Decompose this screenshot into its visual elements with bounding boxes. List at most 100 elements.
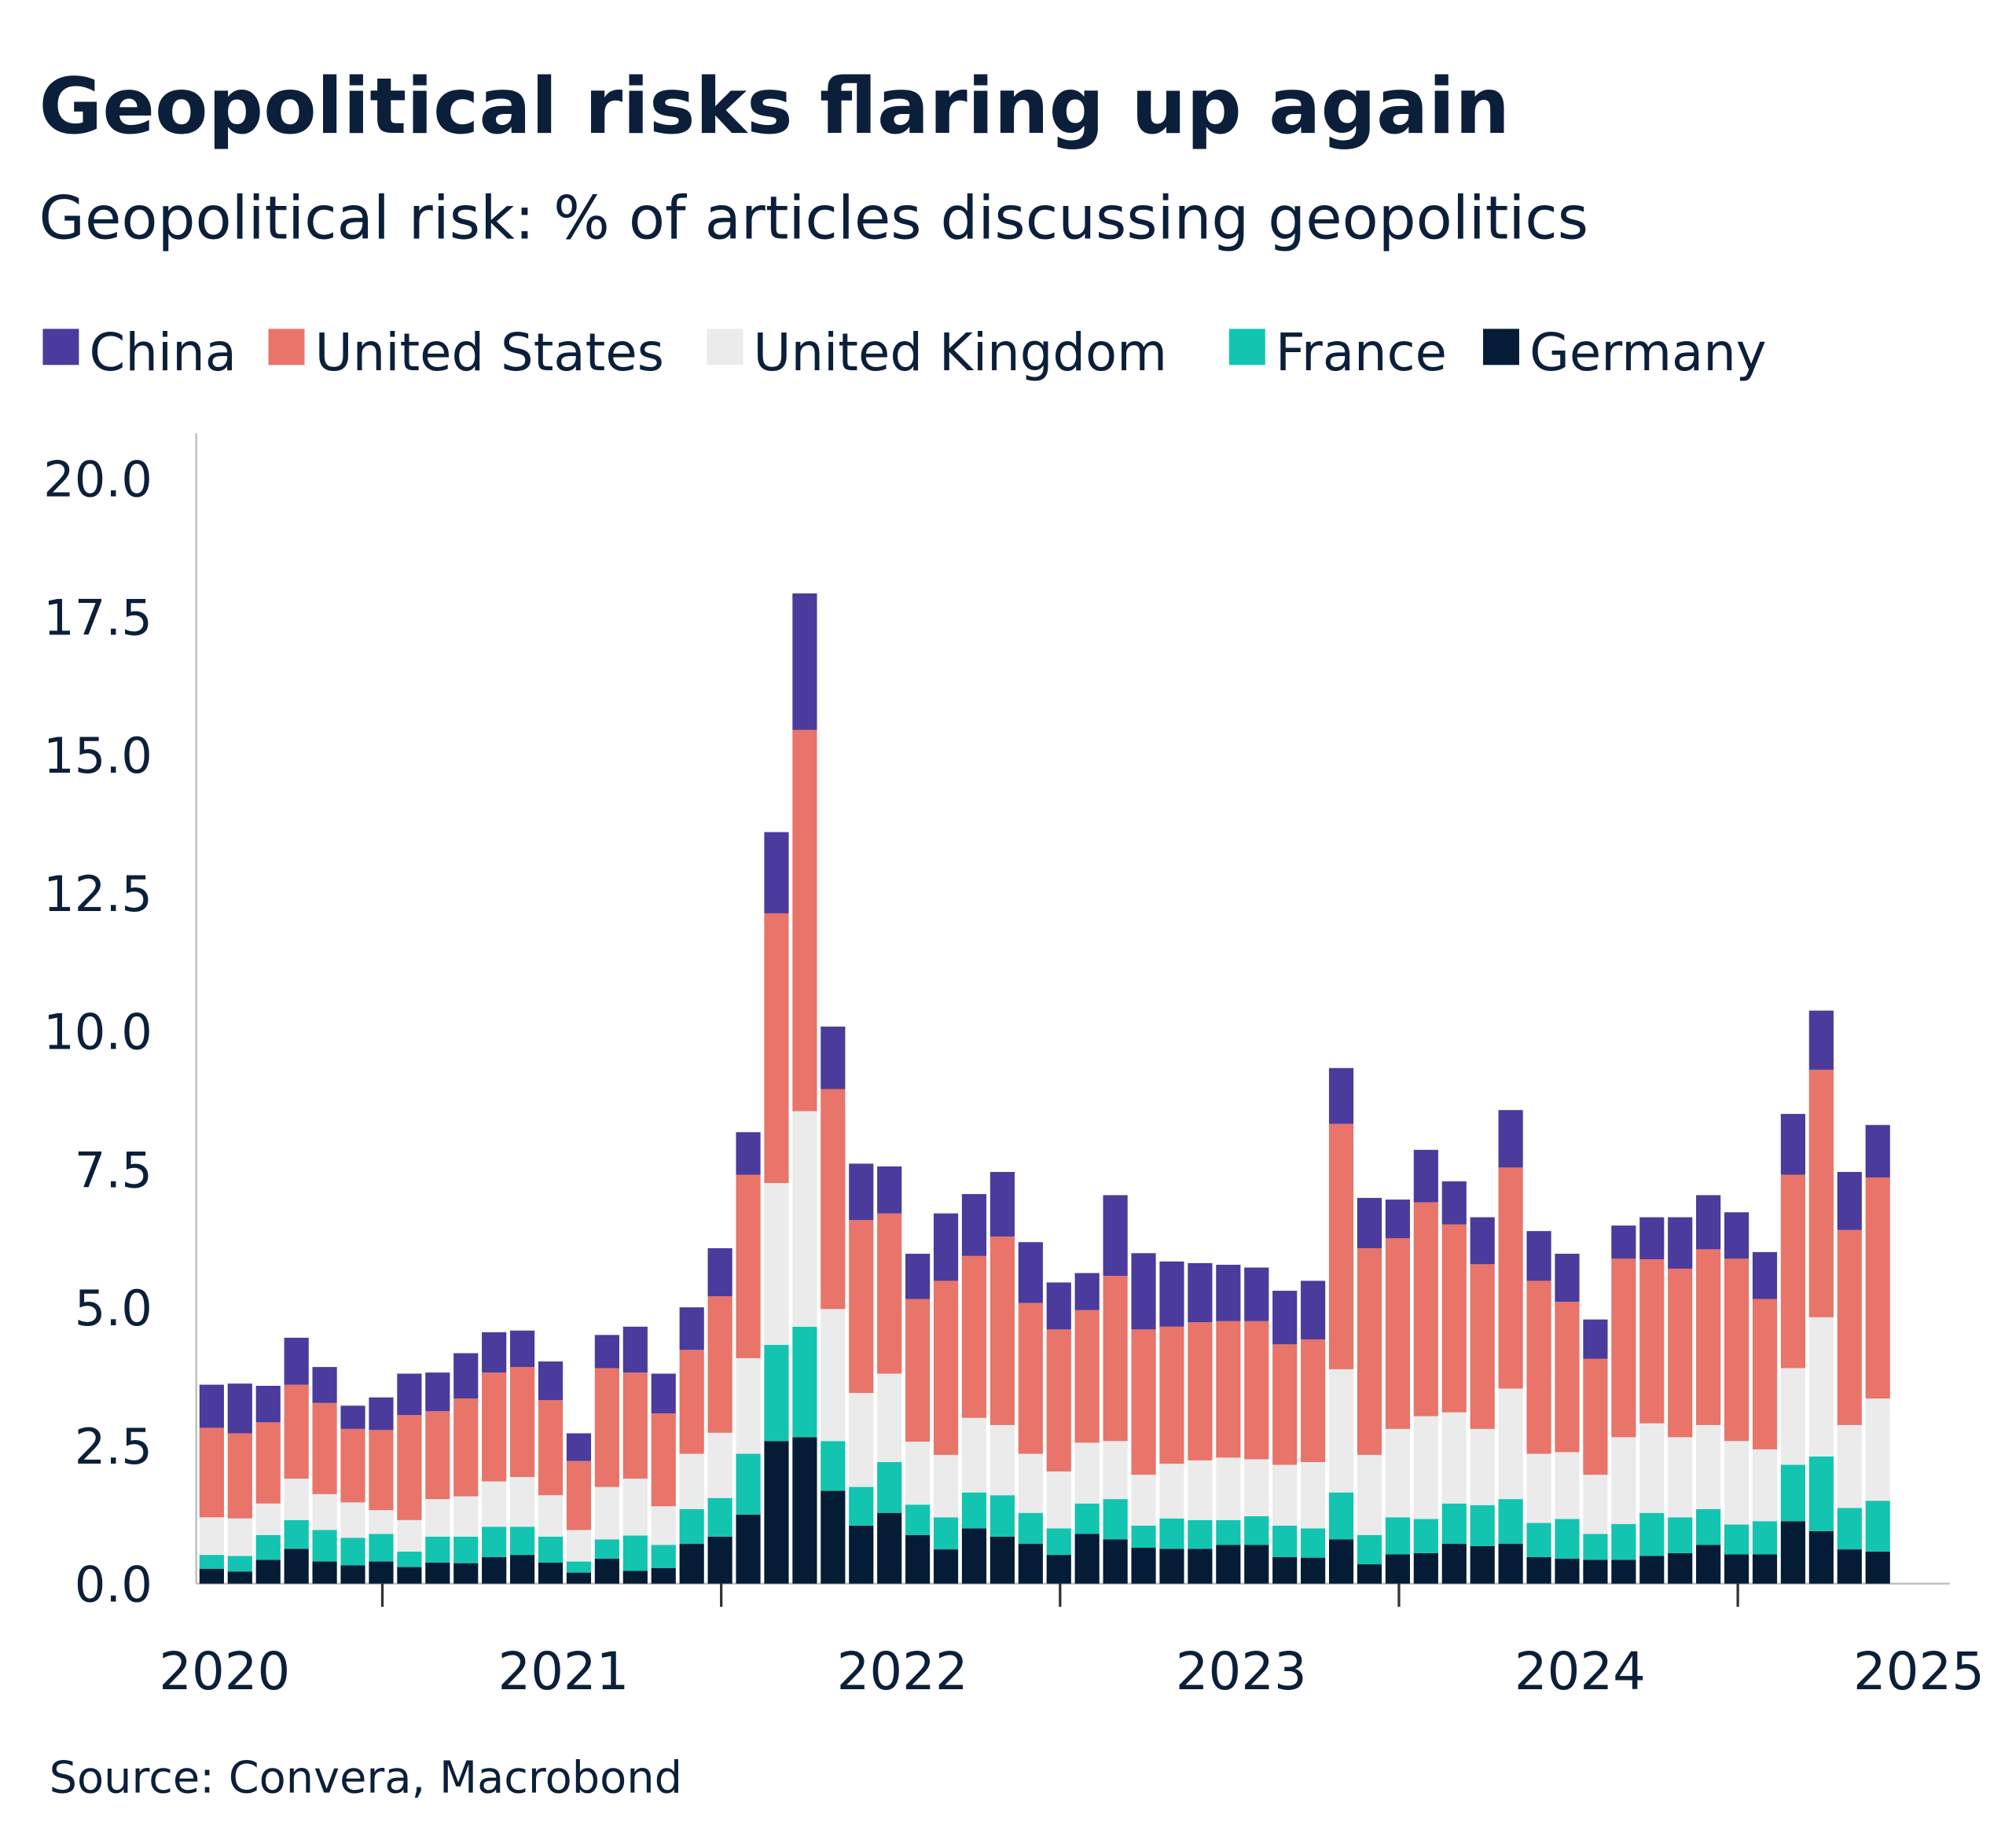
bar-united-states (1159, 1326, 1184, 1464)
bar-united-kingdom (1103, 1441, 1128, 1500)
bar-china (764, 832, 789, 913)
bar-united-states (255, 1422, 281, 1504)
bar-germany (792, 1437, 817, 1584)
bar-united-kingdom (1696, 1424, 1721, 1509)
bar-united-states (1611, 1258, 1636, 1438)
bar-france (1639, 1512, 1665, 1556)
y-tick-label: 7.5 (75, 1141, 152, 1199)
bar-germany (1131, 1547, 1156, 1584)
bar-china (1808, 1010, 1834, 1070)
bar-china (312, 1367, 337, 1403)
bar-germany (1752, 1554, 1778, 1584)
bar-france (622, 1535, 648, 1571)
bar-china (397, 1373, 422, 1416)
bar-germany (1244, 1545, 1269, 1584)
bar-france (1808, 1456, 1834, 1531)
bar-united-states (679, 1350, 704, 1454)
bar-germany (1216, 1545, 1241, 1584)
bar-united-kingdom (707, 1432, 732, 1498)
bar-china (340, 1405, 365, 1429)
bar-germany (369, 1561, 394, 1584)
bar-germany (1103, 1539, 1128, 1584)
bar-united-kingdom (397, 1519, 422, 1552)
bar-china (1301, 1280, 1326, 1339)
bar-china (1611, 1225, 1636, 1259)
bar-china (961, 1194, 987, 1256)
bar-france (1526, 1523, 1551, 1557)
y-tick-label: 0.0 (75, 1556, 152, 1614)
bar-china (199, 1384, 224, 1428)
bar-united-states (1583, 1358, 1608, 1475)
bar-china (1724, 1212, 1749, 1259)
bar-germany (425, 1562, 450, 1584)
bar-france (707, 1497, 732, 1537)
legend-swatch-united-kingdom (707, 329, 743, 366)
chart-title: Geopolitical risks flaring up again (39, 62, 1511, 152)
bar-china (1413, 1149, 1438, 1203)
bar-united-states (1216, 1321, 1241, 1458)
bar-france (1301, 1528, 1326, 1558)
chart-subtitle: Geopolitical risk: % of articles discuss… (39, 184, 1589, 253)
bar-united-kingdom (199, 1517, 224, 1556)
bar-china (1131, 1253, 1156, 1330)
y-tick-label: 15.0 (43, 727, 152, 784)
bar-united-kingdom (1046, 1471, 1071, 1529)
x-tick-label: 2020 (159, 1642, 290, 1702)
bar-france (227, 1556, 252, 1572)
bar-united-states (284, 1384, 309, 1479)
bar-united-kingdom (1526, 1453, 1551, 1523)
y-tick-label: 2.5 (75, 1418, 152, 1475)
bar-united-kingdom (1668, 1437, 1693, 1518)
bar-united-states (1301, 1339, 1326, 1463)
bar-france (1555, 1519, 1580, 1560)
bar-china (1159, 1261, 1184, 1327)
legend-label-germany: Germany (1529, 323, 1767, 383)
bar-germany (849, 1525, 874, 1584)
bar-china (989, 1171, 1015, 1237)
bar-china (1244, 1267, 1269, 1321)
bar-united-states (1668, 1268, 1693, 1438)
legend-label-united-states: United States (315, 323, 664, 383)
bar-united-states (849, 1220, 874, 1394)
bar-china (849, 1163, 874, 1221)
bar-germany (1639, 1556, 1665, 1584)
bar-united-states (905, 1299, 931, 1442)
bar-united-kingdom (312, 1493, 337, 1530)
bar-germany (1526, 1556, 1551, 1584)
bar-germany (1724, 1554, 1749, 1584)
bar-united-states (1441, 1224, 1467, 1413)
bar-germany (989, 1536, 1015, 1584)
bar-united-states (1385, 1238, 1411, 1429)
bar-china (1272, 1291, 1298, 1345)
bar-france (1188, 1519, 1213, 1549)
bar-united-kingdom (1244, 1459, 1269, 1516)
bar-germany (1837, 1549, 1862, 1584)
bar-china (905, 1253, 931, 1299)
bar-united-kingdom (1385, 1428, 1411, 1518)
bar-united-states (340, 1428, 365, 1503)
bar-france (397, 1551, 422, 1567)
bar-united-kingdom (764, 1182, 789, 1345)
bar-germany (1074, 1534, 1100, 1584)
bar-united-kingdom (1611, 1437, 1636, 1524)
bar-united-states (312, 1402, 337, 1494)
x-tick-label: 2021 (497, 1642, 629, 1702)
bar-germany (1583, 1560, 1608, 1584)
bar-germany (312, 1561, 337, 1584)
bar-germany (1413, 1553, 1438, 1584)
bar-united-states (227, 1433, 252, 1519)
bar-france (566, 1561, 592, 1573)
bar-france (764, 1344, 789, 1442)
x-tick-label: 2024 (1515, 1642, 1646, 1702)
bar-united-kingdom (1724, 1441, 1749, 1525)
bar-united-states (1413, 1202, 1438, 1416)
bar-united-kingdom (961, 1417, 987, 1493)
bar-germany (1611, 1560, 1636, 1584)
bar-france (1159, 1518, 1184, 1549)
bar-germany (905, 1534, 931, 1584)
bar-united-kingdom (792, 1111, 817, 1327)
bar-china (1780, 1114, 1806, 1175)
bar-germany (1668, 1553, 1693, 1584)
bar-france (1498, 1499, 1523, 1545)
bar-united-states (1272, 1344, 1298, 1465)
